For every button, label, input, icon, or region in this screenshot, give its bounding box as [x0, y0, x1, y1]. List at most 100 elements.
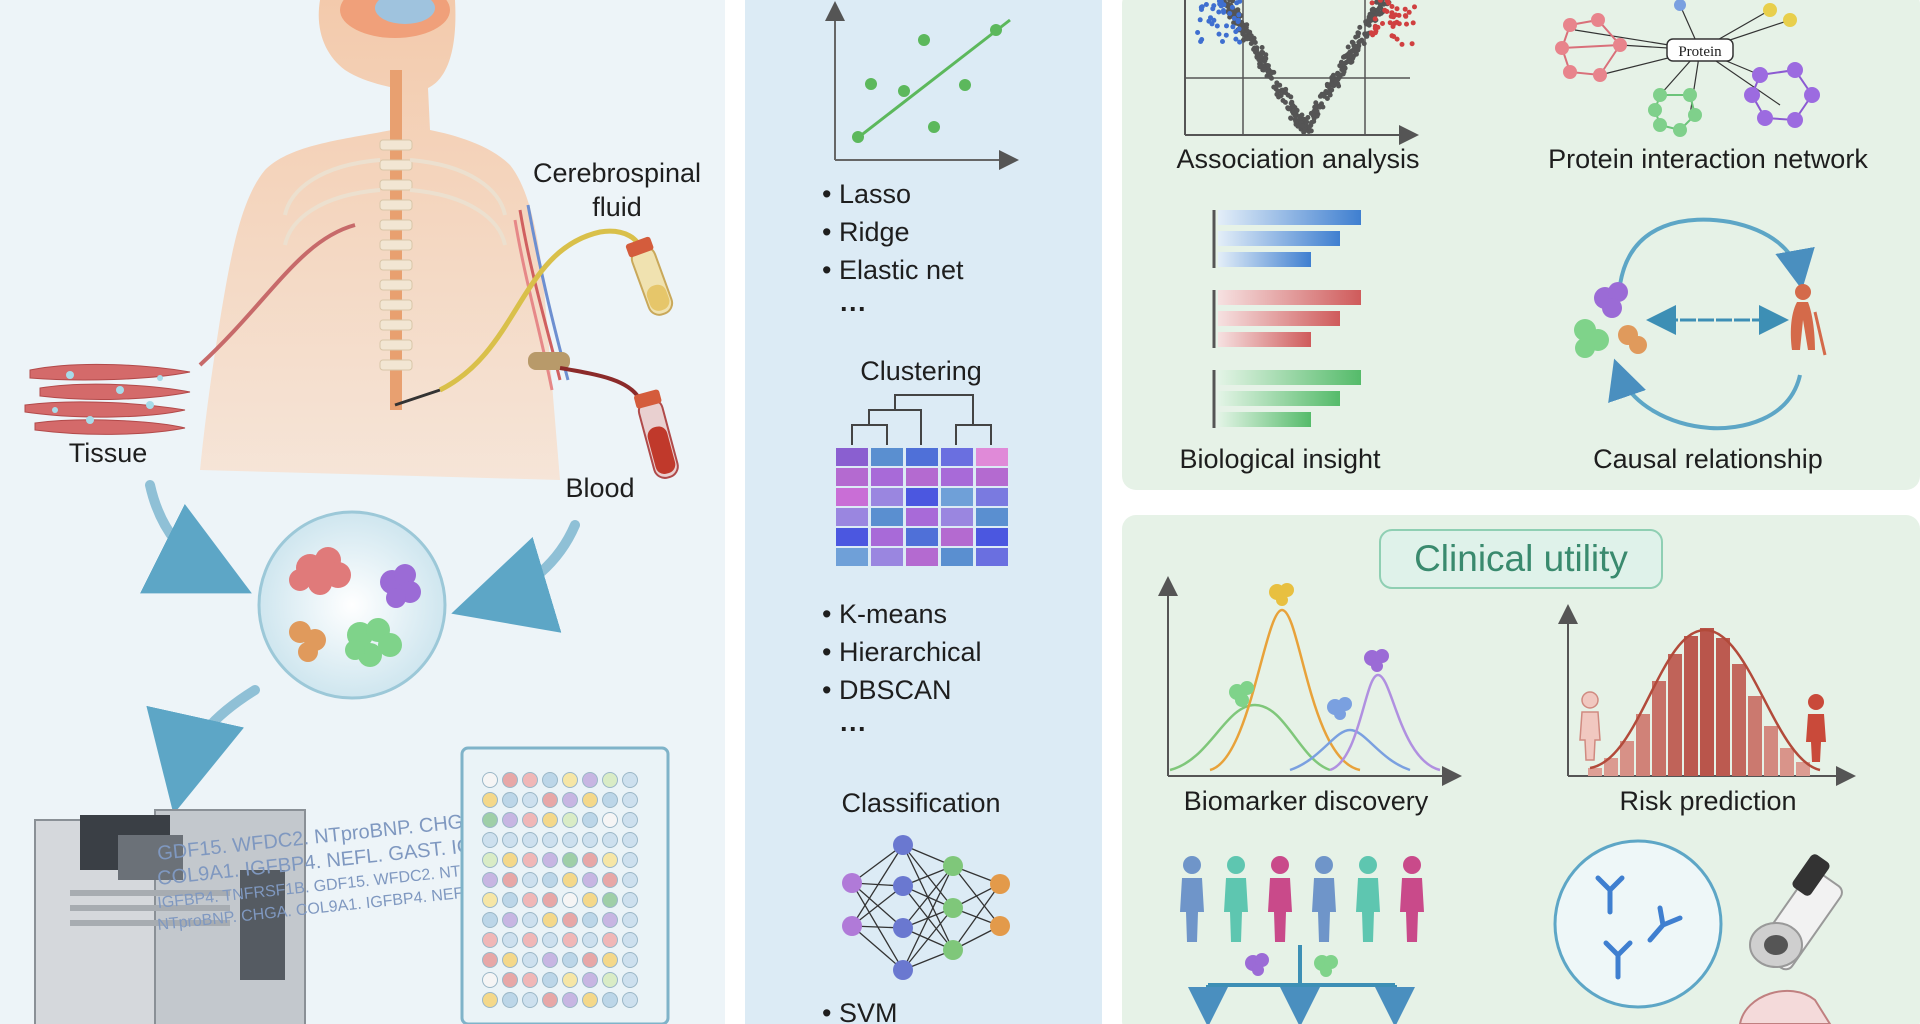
- volcano-point-down: [1223, 32, 1229, 38]
- nn-edge: [851, 844, 904, 927]
- plate-well: [562, 992, 578, 1008]
- high-risk-person-icon: [1806, 694, 1826, 762]
- plate-well: [522, 932, 538, 948]
- plate-well: [482, 792, 498, 808]
- risk-histogram: [1558, 604, 1856, 786]
- volcano-point-up: [1406, 9, 1412, 15]
- volcano-point: [1378, 10, 1384, 16]
- plate-well: [522, 812, 538, 828]
- heatmap-cell: [836, 508, 868, 526]
- plate-well: [582, 952, 598, 968]
- clustering-title: Clustering: [860, 356, 982, 386]
- nn-node: [842, 916, 862, 936]
- person-head: [1183, 856, 1201, 874]
- label-biomarker-discovery: Biomarker discovery: [1184, 786, 1429, 816]
- plate-well: [562, 892, 578, 908]
- heatmap-cell: [906, 528, 938, 546]
- clinical-utility-title: Clinical utility: [1414, 538, 1628, 579]
- plate-well: [622, 792, 638, 808]
- volcano-point: [1262, 58, 1268, 64]
- plate-well: [482, 772, 498, 788]
- volcano-point-down: [1237, 39, 1243, 45]
- volcano-point: [1265, 69, 1271, 75]
- heatmap-cell: [906, 468, 938, 486]
- volcano-point-down: [1220, 39, 1225, 44]
- volcano-point: [1299, 112, 1305, 118]
- volcano-point-down: [1224, 23, 1229, 29]
- volcano-point: [1265, 63, 1271, 69]
- heatmap-cell: [976, 448, 1008, 466]
- plate-well: [622, 892, 638, 908]
- volcano-point: [1257, 64, 1263, 70]
- heatmap-cell: [871, 528, 903, 546]
- volcano-point-down: [1197, 17, 1203, 23]
- volcano-point-down: [1216, 9, 1222, 15]
- plate-well: [582, 932, 598, 948]
- plate-well: [622, 852, 638, 868]
- heatmap-cell: [906, 448, 938, 466]
- right-top-panel: Association analysis: [1122, 0, 1920, 490]
- histogram-bar: [1668, 654, 1682, 776]
- volcano-point: [1335, 71, 1341, 76]
- plate-well: [522, 992, 538, 1008]
- plate-well: [582, 972, 598, 988]
- plate-well: [562, 952, 578, 968]
- heatmap-cell: [836, 548, 868, 566]
- plate-well: [482, 832, 498, 848]
- volcano-point-up: [1372, 30, 1378, 36]
- volcano-point: [1274, 83, 1279, 89]
- plate-well: [562, 972, 578, 988]
- plate-well: [622, 812, 638, 828]
- classification-title: Classification: [841, 788, 1000, 818]
- volcano-point-down: [1214, 23, 1220, 29]
- heatmap-cell: [976, 468, 1008, 486]
- plate-well: [482, 812, 498, 828]
- heatmap-cell: [941, 528, 973, 546]
- plate-well: [582, 992, 598, 1008]
- tissue-line: [198, 223, 356, 367]
- volcano-point: [1286, 106, 1292, 112]
- right-bottom-panel: Clinical utility Biomarker discovery: [1122, 515, 1920, 1024]
- nn-edge: [902, 907, 954, 971]
- volcano-point: [1244, 36, 1250, 42]
- person-head: [1271, 856, 1289, 874]
- volcano-point-up: [1369, 0, 1375, 6]
- volcano-point: [1299, 123, 1305, 129]
- volcano-point-down: [1221, 8, 1226, 13]
- heatmap-cell: [871, 548, 903, 566]
- plate-well: [562, 812, 578, 828]
- plate-well: [502, 892, 518, 908]
- nn-node: [842, 873, 862, 893]
- plate-well: [542, 812, 558, 828]
- volcano-point: [1359, 37, 1365, 43]
- plate-well: [562, 792, 578, 808]
- volcano-point-down: [1231, 15, 1237, 21]
- volcano-point-up: [1412, 4, 1417, 10]
- left-panel: Tissue Cerebrospinal fluid Blood: [0, 0, 725, 1024]
- volcano-plot: [1184, 0, 1419, 145]
- plate-well: [522, 912, 538, 928]
- volcano-point-down: [1229, 4, 1235, 10]
- volcano-point: [1311, 118, 1317, 124]
- volcano-point: [1306, 124, 1312, 130]
- plate-well: [602, 992, 618, 1008]
- volcano-point: [1263, 52, 1269, 58]
- volcano-point: [1305, 115, 1311, 120]
- histogram-bar: [1796, 762, 1810, 776]
- plate-well: [482, 992, 498, 1008]
- nn-node: [893, 876, 913, 896]
- plate-well: [522, 952, 538, 968]
- volcano-point-up: [1389, 10, 1395, 16]
- volcano-point: [1281, 89, 1287, 95]
- volcano-point-down: [1198, 39, 1204, 44]
- nn-node: [893, 835, 913, 855]
- arrow-tissue-to-proteins: [140, 480, 252, 594]
- plate-well: [502, 812, 518, 828]
- plate-well: [582, 772, 598, 788]
- clustering-heatmap: [836, 448, 1008, 566]
- plate-well: [602, 952, 618, 968]
- nn-node: [943, 856, 963, 876]
- person-body: [1312, 878, 1336, 942]
- volcano-point-down: [1236, 12, 1242, 18]
- plate-well: [522, 832, 538, 848]
